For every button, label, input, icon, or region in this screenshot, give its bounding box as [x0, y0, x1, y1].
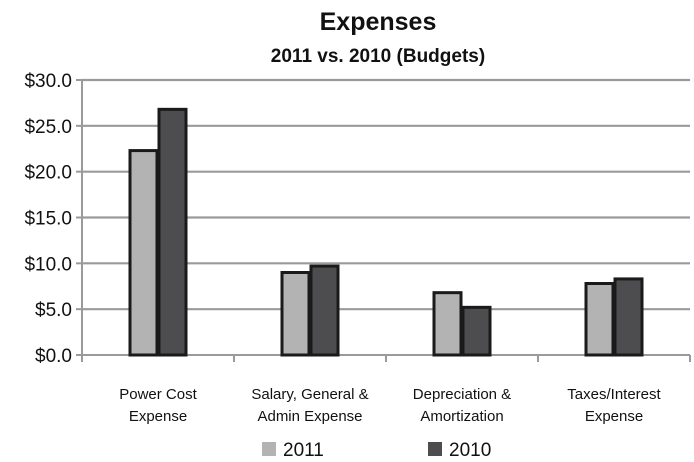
- bar-2011-1: [280, 271, 311, 357]
- y-tick-label: $10.0: [24, 254, 72, 275]
- y-tick-labels: $0.0 $5.0 $10.0 $15.0 $20.0 $25.0 $30.0: [24, 71, 72, 367]
- bar-2010-1: [309, 264, 340, 357]
- legend-label: 2011: [283, 440, 324, 461]
- category-labels: Power Cost Expense Salary, General & Admin …: [119, 386, 661, 425]
- bar-2010-2: [461, 305, 492, 357]
- y-tick-label: $30.0: [24, 71, 72, 92]
- bars: [128, 107, 644, 357]
- x-category-label: Amortization: [420, 408, 503, 425]
- x-category-label: Power Cost: [119, 386, 197, 403]
- chart-subtitle: 2011 vs. 2010 (Budgets): [271, 46, 485, 67]
- x-category-label: Taxes/Interest: [567, 386, 661, 403]
- y-tick-label: $25.0: [24, 117, 72, 138]
- x-category-label: Depreciation &: [413, 386, 511, 403]
- legend-swatch-2010: [428, 442, 442, 456]
- x-category-label: Expense: [585, 408, 643, 425]
- x-category-label: Expense: [129, 408, 187, 425]
- bar-2010-3: [613, 277, 644, 357]
- legend-label: 2010: [449, 440, 491, 461]
- bar-2011-3: [584, 282, 615, 357]
- y-tick-label: $15.0: [24, 209, 72, 230]
- y-tick-label: $5.0: [35, 300, 72, 321]
- legend: 2011 2010: [262, 440, 491, 461]
- bar-2011-0: [128, 149, 159, 357]
- x-category-label: Admin Expense: [257, 408, 362, 425]
- bar-2010-0: [157, 107, 188, 357]
- chart-title: Expenses: [320, 8, 437, 36]
- bar-2011-2: [432, 291, 463, 357]
- legend-swatch-2011: [262, 442, 276, 456]
- y-tick-label: $0.0: [35, 346, 72, 367]
- y-tick-label: $20.0: [24, 163, 72, 184]
- x-category-label: Salary, General &: [251, 386, 368, 403]
